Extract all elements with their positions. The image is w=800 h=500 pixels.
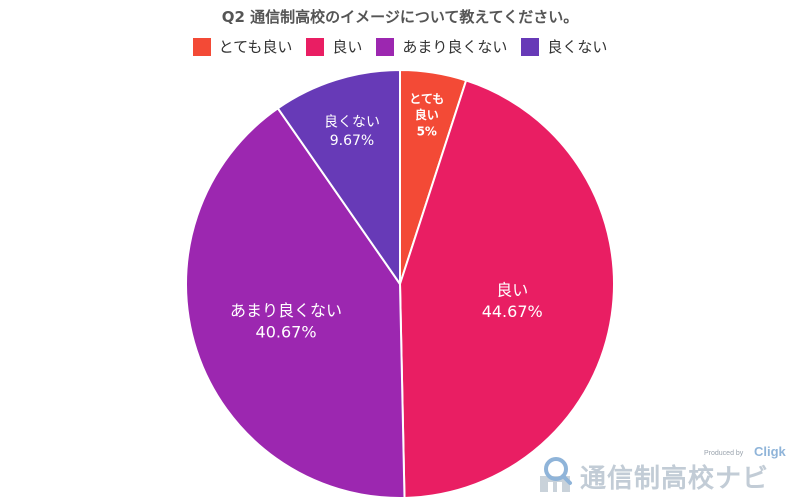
legend-label: あまり良くない <box>402 38 508 56</box>
legend-item-yoi[interactable]: 良い <box>306 36 362 57</box>
pie-slice-yokunai[interactable] <box>276 68 401 288</box>
slice-category-label: 良くない <box>324 114 380 130</box>
slice-category-label: 良い <box>496 280 528 299</box>
slice-value-label: 44.67% <box>482 302 543 321</box>
slice-value-label: 5% <box>417 124 437 138</box>
legend-label: 良くない <box>547 38 608 56</box>
brand-logo: Cligk <box>754 444 786 459</box>
produced-by-text: Produced by <box>704 450 744 457</box>
site-watermark: Produced by Cligk 通信制高校ナビ <box>538 444 796 494</box>
slice-label-yokunai: 良くない 9.67% <box>324 114 380 149</box>
slice-label-totemo-yoi: とても良い 5% <box>409 92 444 138</box>
chart-title: Q2 通信制高校のイメージについて教えてください。 <box>221 8 579 26</box>
legend-label: 良い <box>332 38 363 56</box>
slice-label-amari-yokunai: あまり良くない 40.67% <box>230 301 342 342</box>
slice-category-label: 良い <box>415 107 439 122</box>
legend-label: とても良い <box>218 38 293 56</box>
slice-category-label: あまり良くない <box>230 301 342 320</box>
slice-value-label: 40.67% <box>256 322 317 341</box>
legend-item-amari-yokunai[interactable]: あまり良くない <box>376 36 507 57</box>
legend-item-totemo-yoi[interactable]: とても良い <box>192 36 293 57</box>
legend: とても良い 良い あまり良くない 良くない <box>0 36 800 57</box>
legend-swatch <box>376 37 395 56</box>
legend-swatch <box>521 37 540 56</box>
pie-slice-yoi[interactable] <box>398 79 615 499</box>
legend-item-yokunai[interactable]: 良くない <box>521 36 607 57</box>
slice-value-label: 9.67% <box>330 133 374 149</box>
site-name: 通信制高校ナビ <box>580 464 770 494</box>
legend-swatch <box>306 37 325 56</box>
slice-label-yoi: 良い 44.67% <box>482 280 543 321</box>
legend-swatch <box>192 37 211 56</box>
slice-category-label: とても <box>409 92 444 106</box>
pie-slice-amari-yokunai[interactable] <box>184 106 406 499</box>
magnifier-school-icon <box>540 457 572 492</box>
